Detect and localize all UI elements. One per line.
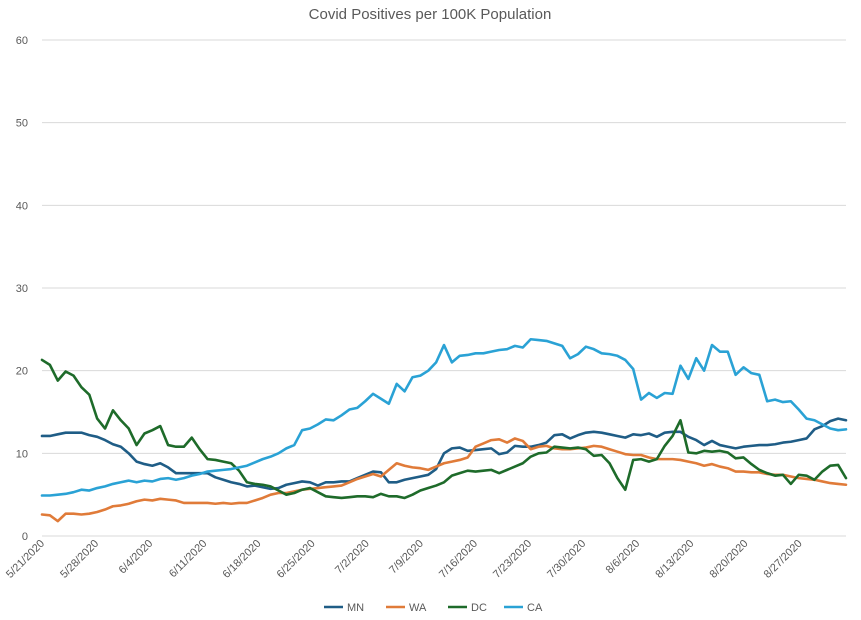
y-tick-label: 20 xyxy=(16,366,28,378)
series-line-dc xyxy=(40,358,848,500)
x-tick-label: 8/27/2020 xyxy=(762,538,805,581)
y-tick-label: 0 xyxy=(22,531,28,543)
y-tick-label: 10 xyxy=(16,448,28,460)
x-tick-label: 8/20/2020 xyxy=(708,538,751,581)
legend-label-wa: WA xyxy=(409,602,427,614)
legend-label-ca: CA xyxy=(527,602,543,614)
x-tick-label: 8/6/2020 xyxy=(604,538,643,577)
legend-label-dc: DC xyxy=(471,602,487,614)
y-tick-label: 60 xyxy=(16,35,28,47)
x-tick-label: 7/16/2020 xyxy=(437,538,480,581)
x-tick-label: 7/23/2020 xyxy=(491,538,534,581)
x-tick-label: 7/30/2020 xyxy=(545,538,588,581)
y-tick-label: 40 xyxy=(16,200,28,212)
x-tick-label: 8/13/2020 xyxy=(653,538,696,581)
x-tick-label: 6/4/2020 xyxy=(117,538,156,577)
series-lines xyxy=(40,337,848,523)
y-axis-tick-labels: 0 10 20 30 40 50 60 xyxy=(16,35,28,543)
x-axis-tick-labels: 5/21/2020 5/28/2020 6/4/2020 6/11/2020 6/18/… xyxy=(4,538,805,581)
legend-label-mn: MN xyxy=(347,602,364,614)
y-tick-label: 50 xyxy=(16,118,28,130)
series-line-ca xyxy=(40,337,848,497)
x-tick-label: 7/9/2020 xyxy=(387,538,426,577)
series-line-wa xyxy=(40,437,848,523)
gridlines xyxy=(42,39,846,537)
x-tick-label: 5/28/2020 xyxy=(58,538,101,581)
y-tick-label: 30 xyxy=(16,283,28,295)
x-tick-label: 6/25/2020 xyxy=(275,538,318,581)
x-tick-label: 6/18/2020 xyxy=(220,538,263,581)
x-tick-label: 7/2/2020 xyxy=(333,538,372,577)
x-tick-label: 6/11/2020 xyxy=(167,538,210,581)
series-line-mn xyxy=(40,417,848,491)
chart-title: Covid Positives per 100K Population xyxy=(309,6,552,23)
legend: MN WA DC CA xyxy=(324,602,543,614)
x-tick-label: 5/21/2020 xyxy=(4,538,47,581)
